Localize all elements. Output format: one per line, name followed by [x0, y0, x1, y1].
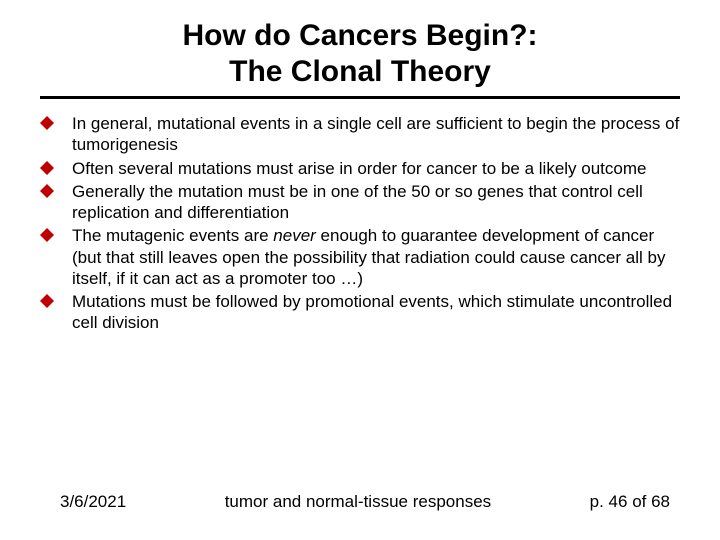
bullet-text: The mutagenic events are never enough to… — [72, 225, 680, 289]
footer-page: p. 46 of 68 — [590, 492, 670, 512]
bullet-text: Generally the mutation must be in one of… — [72, 181, 680, 224]
list-item: The mutagenic events are never enough to… — [40, 225, 680, 289]
list-item: Generally the mutation must be in one of… — [40, 181, 680, 224]
list-item: Often several mutations must arise in or… — [40, 158, 680, 179]
diamond-icon — [40, 294, 54, 308]
slide-title: How do Cancers Begin?: The Clonal Theory — [40, 18, 680, 90]
diamond-icon — [40, 184, 54, 198]
bullet-text: Often several mutations must arise in or… — [72, 158, 680, 179]
bullet-text: Mutations must be followed by promotiona… — [72, 291, 680, 334]
title-underline — [40, 96, 680, 99]
bullet-text: In general, mutational events in a singl… — [72, 113, 680, 156]
list-item: In general, mutational events in a singl… — [40, 113, 680, 156]
title-line-1: How do Cancers Begin?: — [40, 18, 680, 54]
slide-footer: 3/6/2021 tumor and normal-tissue respons… — [0, 492, 720, 512]
footer-subject: tumor and normal-tissue responses — [126, 492, 589, 512]
footer-date: 3/6/2021 — [60, 492, 126, 512]
list-item: Mutations must be followed by promotiona… — [40, 291, 680, 334]
text-pre: The mutagenic events are — [72, 226, 273, 245]
diamond-icon — [40, 116, 54, 130]
diamond-icon — [40, 228, 54, 242]
title-line-2: The Clonal Theory — [40, 54, 680, 90]
slide-container: How do Cancers Begin?: The Clonal Theory… — [0, 0, 720, 540]
diamond-icon — [40, 161, 54, 175]
bullet-list: In general, mutational events in a singl… — [40, 113, 680, 334]
text-emphasis: never — [273, 226, 316, 245]
